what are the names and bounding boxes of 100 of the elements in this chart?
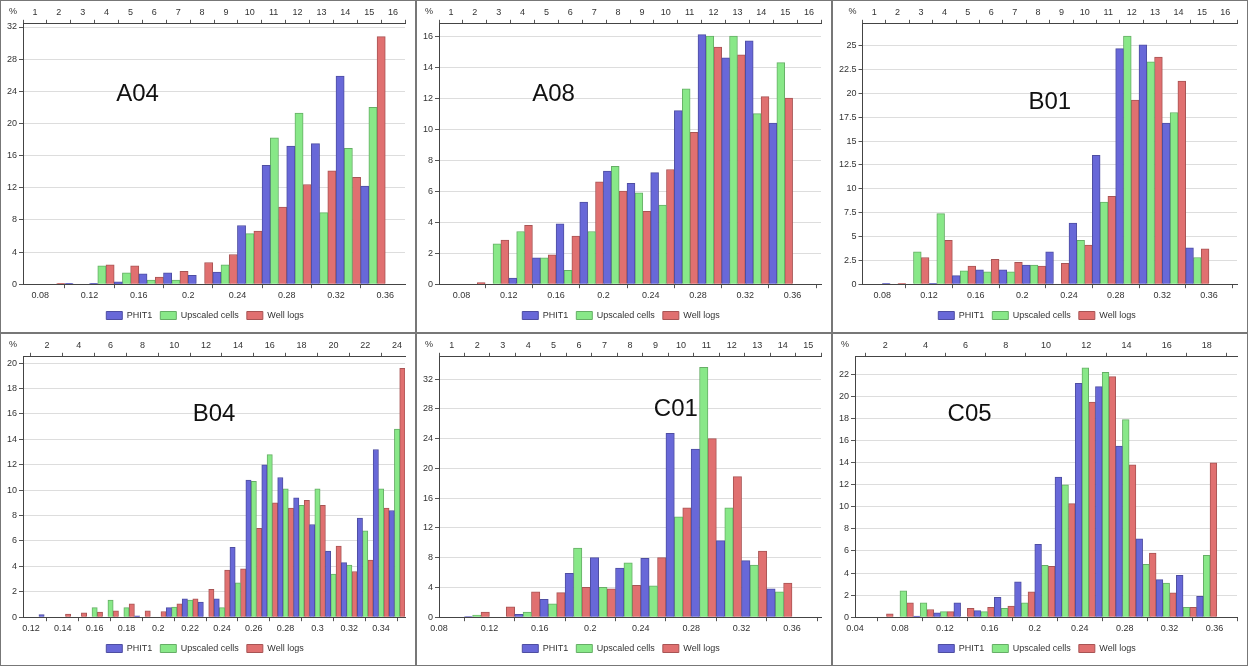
x-tick-label: 0.32 (340, 623, 359, 634)
x2-tick-label: 18 (1201, 339, 1212, 350)
x2-tick-label: 12 (1126, 6, 1137, 17)
x2-tick-label: 2 (882, 339, 888, 350)
x-tick-label: 0.32 (327, 290, 345, 301)
x-tick-label: 0.26 (245, 623, 263, 634)
x-tick-label: 0.3 (311, 623, 324, 634)
y-tick-label: 12 (7, 182, 18, 193)
y-tick-label: 7.5 (844, 207, 857, 218)
y-tick-label: 17.5 (838, 111, 857, 122)
x2-tick-label: 11 (269, 6, 279, 17)
x2-tick-label: 2 (474, 339, 480, 350)
x2-tick-label: 9 (652, 339, 658, 350)
y-tick-label: 10 (7, 484, 18, 495)
x2-tick-label: 2 (56, 6, 62, 17)
y-tick-label: 8 (12, 510, 18, 521)
x2-tick-label: 24 (392, 339, 403, 350)
x-tick-label: 0.32 (736, 290, 755, 301)
x2-tick-label: 13 (1150, 6, 1161, 17)
y-tick-label: 0 (428, 611, 434, 622)
x2-tick-label: 13 (752, 339, 763, 350)
y-tick-label: 20 (7, 117, 18, 128)
x-tick-label: 0.28 (682, 623, 700, 634)
x-tick-label: 0.32 (1160, 623, 1179, 634)
x-tick-label: 0.24 (228, 290, 247, 301)
legend-label: Upscaled cells (596, 642, 656, 653)
text: A08 (532, 78, 575, 106)
x-tick-label: 0.16 (130, 290, 148, 301)
x-tick-label: 0.04 (846, 623, 864, 634)
x-tick-label: 0.2 (181, 290, 195, 301)
x2-tick-label: 4 (525, 339, 531, 350)
x2-tick-label: 15 (364, 6, 375, 17)
x2-tick-label: 6 (576, 339, 582, 350)
x-tick-label: 0.16 (981, 623, 999, 634)
y-tick-label: 12 (839, 479, 850, 490)
x2-tick-label: 8 (615, 6, 621, 17)
y-tick-label: 16 (423, 30, 434, 41)
y-tick-label: 25 (846, 40, 857, 51)
x2-tick-label: 15 (1196, 6, 1207, 17)
y-tick-label: 16 (7, 150, 18, 161)
x-tick-label: 0.2 (584, 623, 597, 634)
y-tick-label: 4 (428, 216, 434, 227)
x-tick-label: 0.28 (277, 290, 296, 301)
y-tick-label: 14 (839, 457, 850, 468)
x-tick-label: 0.28 (1106, 290, 1125, 301)
x2-tick-label: 2 (472, 6, 478, 17)
x-tick-label: 0.12 (80, 290, 99, 301)
legend-label: PHIT1 (958, 642, 985, 653)
x2-tick-label: 10 (660, 6, 671, 17)
y-tick-label: 24 (7, 85, 18, 96)
y-tick-label: 18 (839, 413, 850, 424)
x-tick-label: 0.36 (783, 623, 801, 634)
x-tick-label: 0.22 (181, 623, 199, 634)
x-tick-label: 0.12 (920, 290, 938, 301)
y-tick-label: 0 (851, 278, 857, 289)
x-tick-label: 0.08 (891, 623, 909, 634)
x2-tick-label: 4 (922, 339, 928, 350)
legend-label: Upscaled cells (180, 642, 240, 653)
x2-tick-label: 14 (1173, 6, 1184, 17)
y-tick-label: 0 (428, 278, 434, 289)
y-axis-title: % (425, 338, 434, 349)
y-tick-label: 12.5 (838, 159, 857, 170)
y-tick-label: 8 (12, 214, 18, 225)
y-tick-label: 12 (423, 522, 434, 533)
y-tick-label: 4 (844, 567, 850, 578)
y-tick-label: 24 (423, 433, 434, 444)
y-axis-title: % (841, 338, 850, 349)
x2-tick-label: 12 (201, 339, 212, 350)
x2-tick-label: 9 (223, 6, 229, 17)
x-tick-label: 0.08 (452, 290, 471, 301)
x-tick-label: 0.28 (276, 623, 295, 634)
x2-tick-label: 5 (965, 6, 971, 17)
y-tick-label: 2 (12, 586, 18, 597)
x2-tick-label: 3 (918, 6, 924, 17)
y-tick-label: 10 (846, 183, 857, 194)
x2-tick-label: 10 (675, 339, 686, 350)
legend-label: Upscaled cells (1012, 642, 1072, 653)
legend-label: Upscaled cells (180, 309, 240, 320)
x2-tick-label: 1 (449, 339, 455, 350)
x2-tick-label: 7 (1012, 6, 1018, 17)
x2-tick-label: 9 (1058, 6, 1064, 17)
x2-tick-label: 13 (316, 6, 327, 17)
x2-tick-label: 5 (543, 6, 549, 17)
y-tick-label: 22.5 (838, 64, 857, 75)
x-tick-label: 0.24 (641, 290, 660, 301)
x-tick-label: 0.12 (22, 623, 40, 634)
x2-tick-label: 10 (1079, 6, 1090, 17)
legend-label: Well logs (683, 642, 721, 653)
y-axis-title: % (848, 5, 857, 16)
x-tick-label: 0.16 (966, 290, 985, 301)
y-tick-label: 6 (844, 545, 850, 556)
x2-tick-label: 1 (32, 6, 38, 17)
x2-tick-label: 3 (500, 339, 506, 350)
y-tick-label: 18 (7, 383, 18, 394)
legend-label: Upscaled cells (1012, 309, 1072, 320)
legend-label: Well logs (267, 642, 305, 653)
legend-label: PHIT1 (958, 309, 985, 320)
text: B04 (192, 398, 236, 426)
y-tick-label: 20 (423, 462, 434, 473)
x-tick-label: 0.08 (31, 290, 50, 301)
